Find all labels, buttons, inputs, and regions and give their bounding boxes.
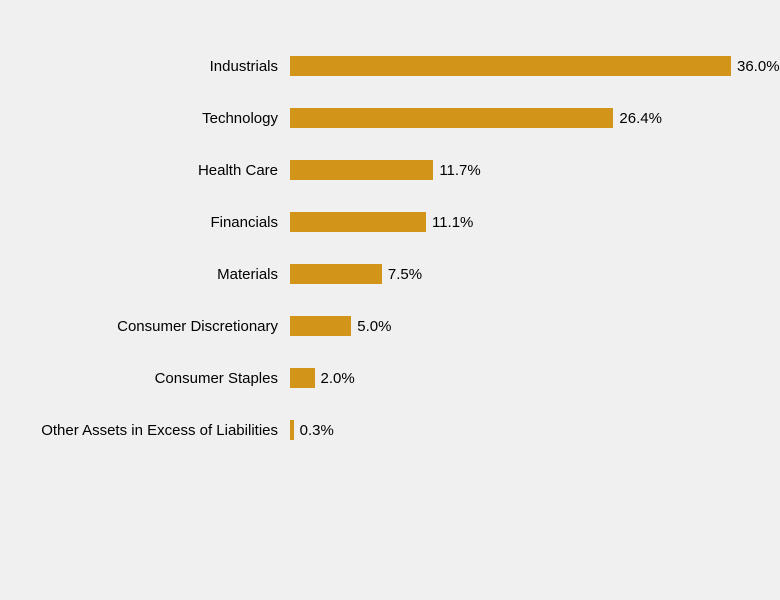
bar <box>290 108 613 128</box>
bar <box>290 160 433 180</box>
value-label: 0.3% <box>300 422 334 439</box>
allocation-bar-chart: Industrials 36.0% Technology 26.4% Health Ca… <box>0 0 780 600</box>
category-label: Materials <box>0 266 290 283</box>
value-label: 5.0% <box>357 318 391 335</box>
bar-area: 36.0% <box>290 40 780 92</box>
chart-row: Technology 26.4% <box>0 92 780 144</box>
bar <box>290 56 731 76</box>
bar-area: 5.0% <box>290 300 780 352</box>
bar-area: 11.7% <box>290 144 780 196</box>
value-label: 36.0% <box>737 58 780 75</box>
category-label: Industrials <box>0 58 290 75</box>
category-label: Consumer Staples <box>0 370 290 387</box>
value-label: 11.7% <box>439 162 480 179</box>
value-label: 2.0% <box>321 370 355 387</box>
chart-row: Other Assets in Excess of Liabilities 0.3… <box>0 404 780 456</box>
value-label: 11.1% <box>432 214 473 231</box>
chart-row: Financials 11.1% <box>0 196 780 248</box>
bar <box>290 368 315 388</box>
category-label: Technology <box>0 110 290 127</box>
value-label: 26.4% <box>619 110 662 127</box>
bar-area: 11.1% <box>290 196 780 248</box>
chart-row: Consumer Discretionary 5.0% <box>0 300 780 352</box>
bar <box>290 264 382 284</box>
category-label: Consumer Discretionary <box>0 318 290 335</box>
chart-row: Materials 7.5% <box>0 248 780 300</box>
chart-row: Industrials 36.0% <box>0 40 780 92</box>
bar <box>290 212 426 232</box>
chart-row: Consumer Staples 2.0% <box>0 352 780 404</box>
category-label: Financials <box>0 214 290 231</box>
bar-area: 2.0% <box>290 352 780 404</box>
chart-row: Health Care 11.7% <box>0 144 780 196</box>
bar-area: 7.5% <box>290 248 780 300</box>
category-label: Health Care <box>0 162 290 179</box>
bar <box>290 420 294 440</box>
category-label: Other Assets in Excess of Liabilities <box>0 422 290 439</box>
bar-area: 0.3% <box>290 404 780 456</box>
value-label: 7.5% <box>388 266 422 283</box>
bar <box>290 316 351 336</box>
bar-area: 26.4% <box>290 92 780 144</box>
